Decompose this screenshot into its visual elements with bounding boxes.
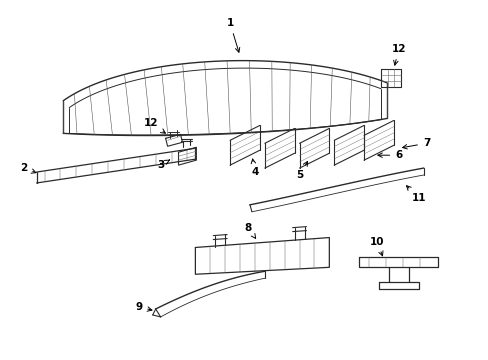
Text: 12: 12 — [143, 118, 165, 133]
Text: 2: 2 — [20, 163, 36, 173]
Text: 5: 5 — [295, 162, 307, 180]
Text: 7: 7 — [402, 138, 429, 149]
Text: 3: 3 — [157, 160, 169, 170]
Text: 1: 1 — [226, 18, 239, 52]
Text: 9: 9 — [135, 302, 152, 312]
Text: 6: 6 — [377, 150, 402, 160]
Text: 12: 12 — [391, 44, 405, 65]
Text: 8: 8 — [244, 222, 255, 238]
Text: 10: 10 — [369, 237, 384, 256]
Text: 4: 4 — [251, 159, 258, 177]
Text: 11: 11 — [406, 186, 425, 203]
